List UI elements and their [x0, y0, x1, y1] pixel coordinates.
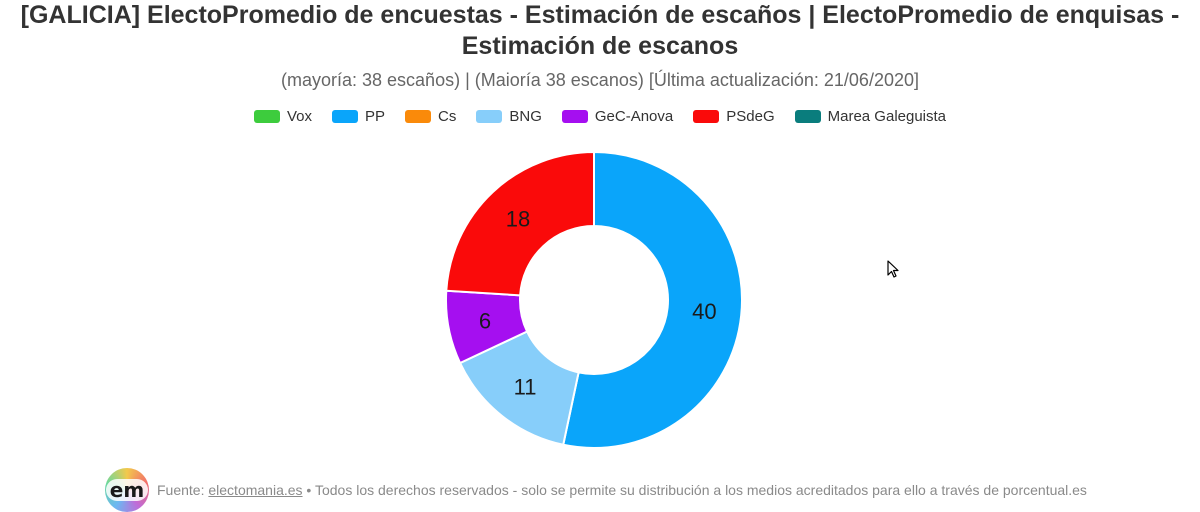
legend-swatch — [476, 110, 503, 123]
slice-data-label: 11 — [514, 374, 537, 399]
legend-label: PSdeG — [726, 108, 775, 125]
legend-item[interactable]: Marea Galeguista — [794, 108, 947, 125]
source-rest: • Todos los derechos reservados - solo s… — [302, 482, 1087, 498]
legend-swatch — [253, 110, 280, 123]
chart-subtitle: (mayoría: 38 escaños) | (Maioría 38 esca… — [281, 70, 919, 90]
legend-label: GeC-Anova — [594, 108, 674, 125]
legend-swatch — [693, 110, 720, 123]
electomania-logo: em — [105, 468, 149, 512]
slice-data-label: 40 — [692, 299, 716, 324]
donut-slice-pp[interactable] — [562, 150, 743, 449]
donut-chart: 40 11 6 18 — [445, 150, 743, 449]
legend-item[interactable]: PP — [332, 108, 385, 125]
legend-label: BNG — [509, 108, 542, 125]
legend-item[interactable]: Cs — [405, 108, 456, 125]
slice-data-label: 18 — [506, 207, 530, 232]
chart-title-line-1: [GALICIA] ElectoPromedio de encuestas - … — [20, 1, 1180, 29]
legend-swatch — [794, 110, 821, 123]
chart-legend: Vox PP Cs BNG GeC-Anova PSdeG Marea Galeguista — [0, 108, 1200, 125]
footer: em Fuente: electomania.es • Todos los de… — [105, 468, 1087, 512]
legend-item[interactable]: Vox — [253, 108, 312, 125]
legend-item[interactable]: PSdeG — [693, 108, 775, 125]
chart-title-line-2: Estimación de escanos — [461, 32, 739, 60]
footer-source-text: Fuente: electomania.es • Todos los derec… — [157, 482, 1087, 498]
source-link[interactable]: electomania.es — [208, 482, 303, 498]
donut-slice-psdeg[interactable] — [445, 150, 595, 297]
source-prefix: Fuente: — [157, 482, 209, 498]
legend-swatch — [332, 110, 358, 123]
legend-swatch — [405, 110, 432, 123]
chart-title: [GALICIA] ElectoPromedio de encuestas - … — [0, 0, 1200, 62]
legend-label: Vox — [286, 108, 312, 125]
legend-item[interactable]: GeC-Anova — [561, 108, 674, 125]
legend-label: Marea Galeguista — [827, 108, 947, 125]
slice-data-label: 6 — [479, 308, 491, 333]
legend-swatch — [561, 110, 588, 123]
mouse-cursor-icon — [887, 260, 899, 278]
legend-label: Cs — [438, 108, 457, 125]
legend-label: PP — [365, 108, 386, 125]
legend-item[interactable]: BNG — [476, 108, 542, 125]
logo-text: em — [105, 479, 149, 501]
